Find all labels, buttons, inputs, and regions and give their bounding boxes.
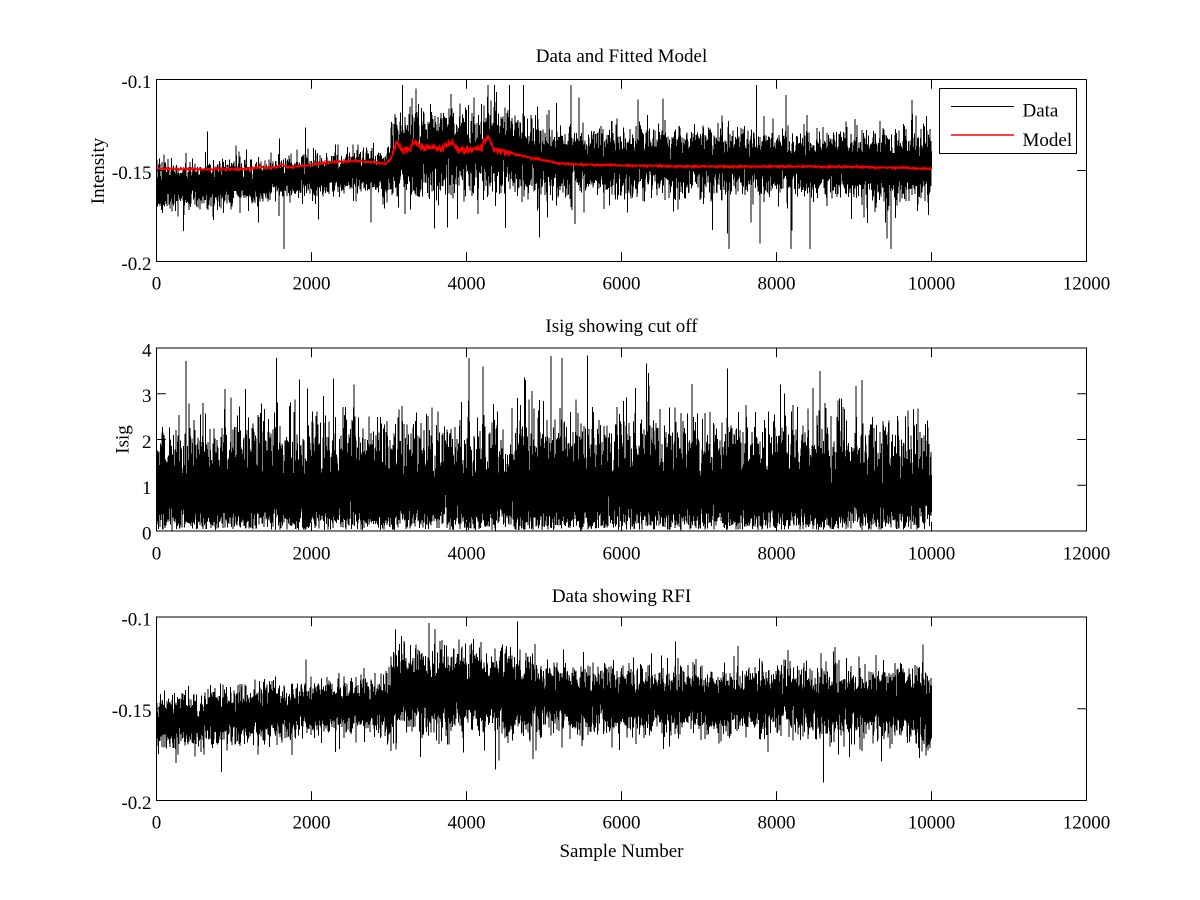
- svg-text:Model: Model: [1023, 130, 1073, 151]
- svg-text:Isig showing cut off: Isig showing cut off: [545, 316, 698, 337]
- svg-text:Data showing RFI: Data showing RFI: [552, 586, 691, 607]
- svg-text:0: 0: [152, 274, 162, 295]
- svg-text:Sample Number: Sample Number: [559, 841, 684, 862]
- svg-text:3: 3: [142, 386, 152, 407]
- svg-text:0: 0: [142, 524, 152, 545]
- svg-text:8000: 8000: [758, 274, 796, 295]
- svg-text:6000: 6000: [603, 274, 641, 295]
- svg-text:4000: 4000: [448, 274, 486, 295]
- svg-text:8000: 8000: [758, 544, 796, 565]
- svg-text:0: 0: [152, 813, 162, 834]
- svg-text:-0.2: -0.2: [121, 254, 151, 275]
- svg-text:6000: 6000: [603, 813, 641, 834]
- svg-text:4000: 4000: [448, 544, 486, 565]
- svg-text:-0.1: -0.1: [121, 72, 151, 93]
- svg-text:12000: 12000: [1063, 274, 1111, 295]
- svg-text:Data: Data: [1023, 101, 1059, 122]
- svg-text:2000: 2000: [293, 274, 331, 295]
- svg-text:2: 2: [142, 432, 152, 453]
- svg-text:-0.1: -0.1: [121, 610, 151, 631]
- svg-text:-0.2: -0.2: [121, 793, 151, 814]
- svg-text:12000: 12000: [1063, 544, 1111, 565]
- svg-text:4000: 4000: [448, 813, 486, 834]
- svg-text:10000: 10000: [908, 544, 956, 565]
- svg-text:1: 1: [142, 478, 152, 499]
- svg-text:8000: 8000: [758, 813, 796, 834]
- svg-text:2000: 2000: [293, 813, 331, 834]
- svg-text:4: 4: [142, 341, 152, 362]
- svg-text:Isig: Isig: [113, 425, 134, 454]
- svg-text:-0.15: -0.15: [112, 701, 152, 722]
- svg-text:0: 0: [152, 544, 162, 565]
- svg-text:Data and Fitted Model: Data and Fitted Model: [536, 46, 708, 67]
- svg-text:10000: 10000: [908, 274, 956, 295]
- svg-text:Intensity: Intensity: [88, 137, 109, 204]
- svg-text:-0.15: -0.15: [112, 163, 152, 184]
- svg-text:2000: 2000: [293, 544, 331, 565]
- svg-text:6000: 6000: [603, 544, 641, 565]
- svg-text:12000: 12000: [1063, 813, 1111, 834]
- svg-text:10000: 10000: [908, 813, 956, 834]
